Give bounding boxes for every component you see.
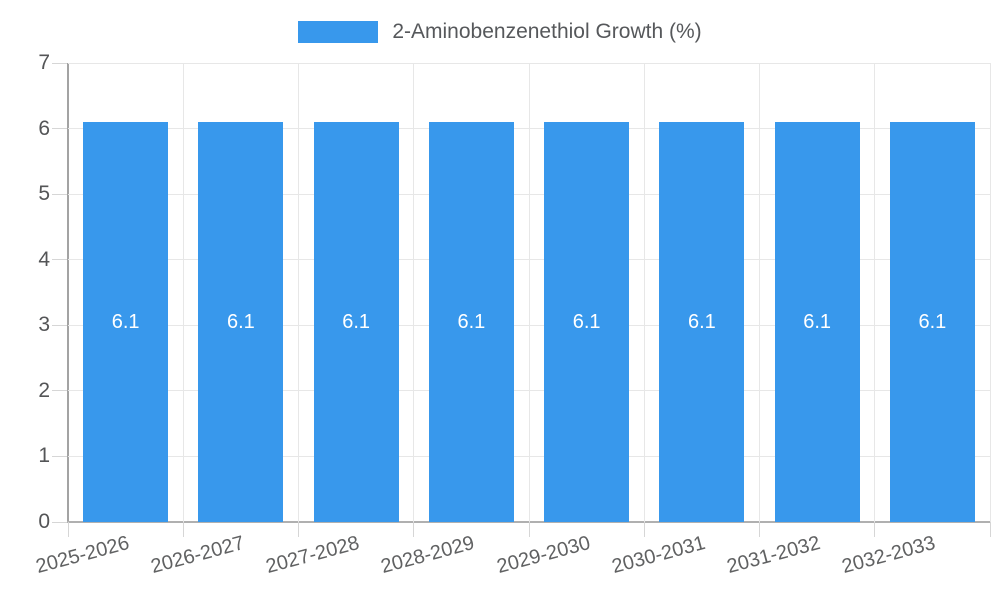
- v-gridline: [874, 63, 876, 522]
- x-axis-tick: [528, 522, 530, 537]
- legend-label: 2-Aminobenzenethiol Growth (%): [392, 20, 702, 43]
- y-axis-tick: [52, 193, 67, 195]
- y-tick-label: 3: [38, 313, 50, 337]
- y-axis-tick: [52, 390, 67, 392]
- x-tick-label: 2026-2027: [148, 532, 247, 579]
- x-axis-tick: [67, 522, 69, 537]
- v-gridline: [413, 63, 415, 522]
- y-axis-tick: [52, 62, 67, 64]
- x-axis-tick: [298, 522, 299, 537]
- y-axis-line: [67, 63, 69, 522]
- bar[interactable]: [428, 122, 514, 522]
- x-axis-tick: [759, 522, 760, 537]
- bar[interactable]: [544, 122, 630, 522]
- y-tick-label: 0: [38, 510, 50, 533]
- x-tick-label: 2031-2032: [724, 532, 823, 579]
- v-gridline: [989, 63, 991, 522]
- y-tick-label: 5: [38, 182, 50, 206]
- x-axis-tick: [643, 522, 645, 537]
- x-tick-label: 2025-2026: [33, 532, 132, 579]
- x-tick-label: 2030-2031: [609, 532, 708, 579]
- bar[interactable]: [198, 122, 284, 522]
- y-tick-label: 1: [38, 444, 50, 468]
- x-axis-tick: [874, 522, 876, 537]
- bar[interactable]: [659, 122, 745, 522]
- v-gridline: [182, 63, 184, 522]
- x-tick-label: 2027-2028: [263, 532, 362, 579]
- bar[interactable]: [889, 122, 975, 522]
- y-tick-label: 7: [38, 51, 50, 74]
- bar[interactable]: [774, 122, 860, 522]
- legend-swatch-icon: [298, 21, 379, 43]
- y-axis-tick: [52, 455, 67, 457]
- v-gridline: [298, 63, 299, 522]
- chart-legend[interactable]: 2-Aminobenzenethiol Growth (%): [0, 20, 1000, 44]
- x-axis-tick: [413, 522, 415, 537]
- y-axis-tick: [52, 521, 67, 523]
- x-axis-tick: [989, 522, 991, 537]
- bar[interactable]: [313, 122, 399, 522]
- y-tick-label: 6: [38, 116, 50, 140]
- y-tick-label: 2: [38, 378, 50, 402]
- y-axis-tick: [52, 324, 67, 326]
- x-tick-label: 2032-2033: [839, 532, 939, 579]
- y-tick-label: 4: [38, 247, 50, 271]
- x-axis-tick: [182, 522, 184, 537]
- bar[interactable]: [83, 122, 169, 522]
- v-gridline: [528, 63, 530, 522]
- v-gridline: [643, 63, 645, 522]
- v-gridline: [759, 63, 760, 522]
- x-tick-label: 2028-2029: [378, 532, 478, 579]
- y-axis-tick: [52, 128, 67, 130]
- y-axis-tick: [52, 259, 67, 261]
- plot-area: 0 1 2 3 4 5 6 7 6.1 2025-2026 6.1 2026-2027 6.1 2027-…: [33, 51, 991, 578]
- x-tick-label: 2029-2030: [494, 532, 593, 579]
